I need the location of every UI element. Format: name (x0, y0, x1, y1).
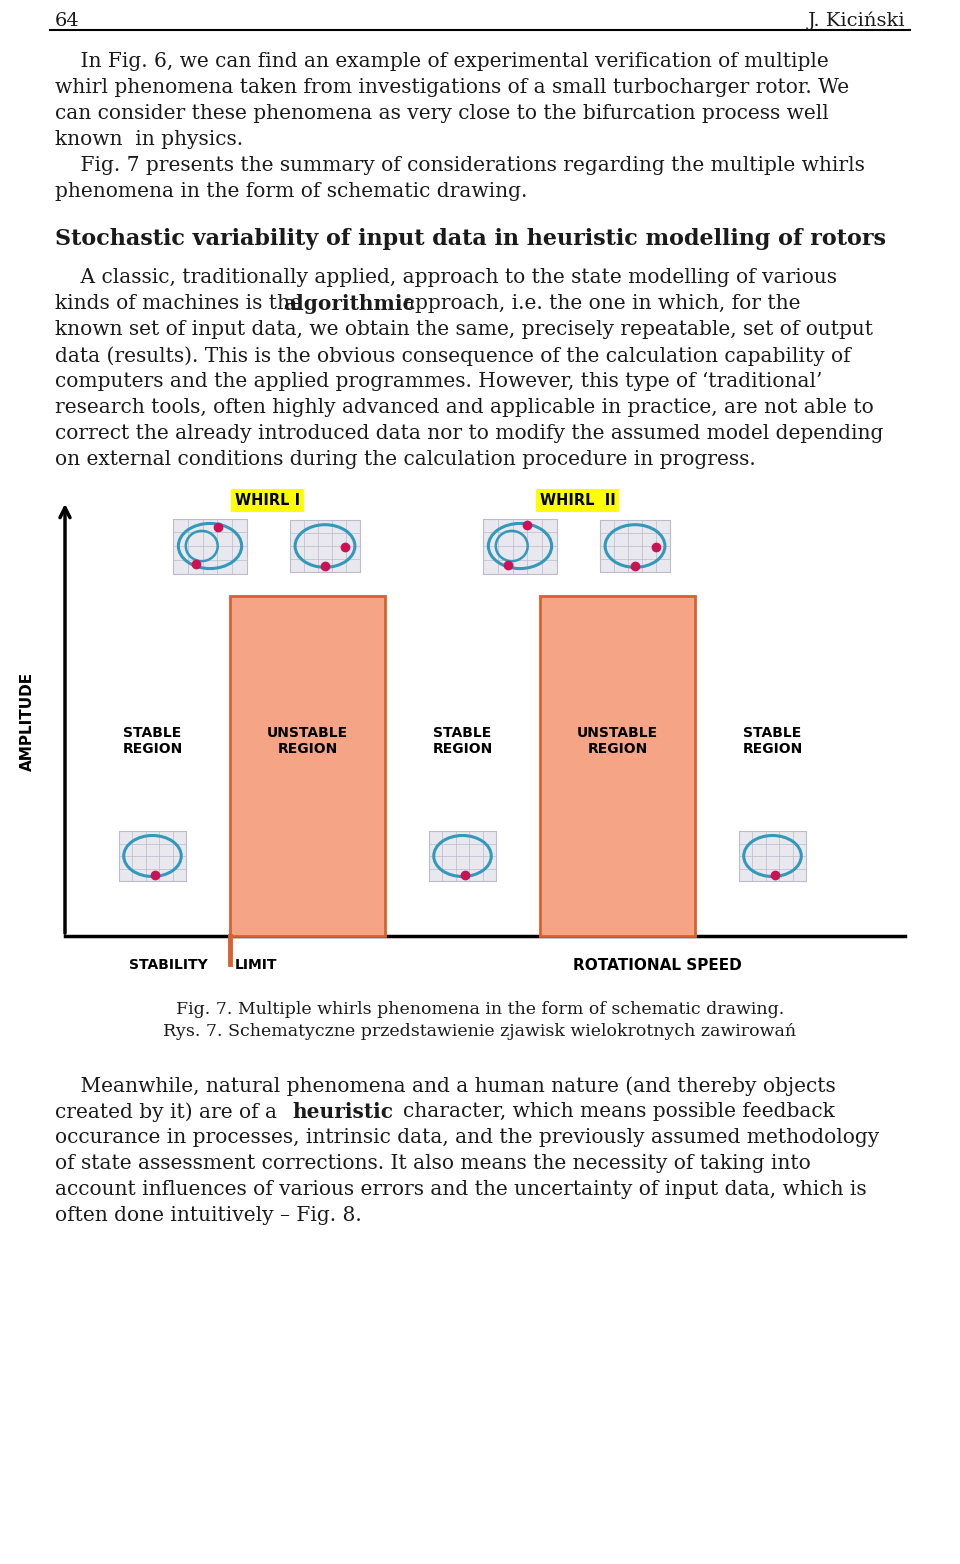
Text: Fig. 7. Multiple whirls phenomena in the form of schematic drawing.: Fig. 7. Multiple whirls phenomena in the… (176, 1001, 784, 1018)
Text: Rys. 7. Schematyczne przedstawienie zjawisk wielokrotnych zawirowań: Rys. 7. Schematyczne przedstawienie zjaw… (163, 1023, 797, 1040)
Text: of state assessment corrections. It also means the necessity of taking into: of state assessment corrections. It also… (55, 1154, 811, 1173)
Text: Fig. 7 presents the summary of considerations regarding the multiple whirls: Fig. 7 presents the summary of considera… (55, 156, 865, 175)
Text: often done intuitively – Fig. 8.: often done intuitively – Fig. 8. (55, 1206, 362, 1225)
Text: can consider these phenomena as very close to the bifurcation process well: can consider these phenomena as very clo… (55, 103, 828, 124)
Text: LIMIT: LIMIT (235, 959, 277, 971)
Text: WHIRL I: WHIRL I (235, 493, 300, 508)
Text: STABLE
REGION: STABLE REGION (432, 726, 492, 757)
Text: character, which means possible feedback: character, which means possible feedback (403, 1103, 835, 1121)
Text: known  in physics.: known in physics. (55, 130, 243, 149)
Text: AMPLITUDE: AMPLITUDE (19, 671, 35, 771)
Text: WHIRL  II: WHIRL II (540, 493, 615, 508)
Text: approach, i.e. the one in which, for the: approach, i.e. the one in which, for the (403, 294, 801, 313)
Text: correct the already introduced data nor to modify the assumed model depending: correct the already introduced data nor … (55, 424, 883, 443)
Text: algorithmic: algorithmic (283, 294, 415, 314)
Text: research tools, often highly advanced and applicable in practice, are not able t: research tools, often highly advanced an… (55, 397, 874, 418)
Text: known set of input data, we obtain the same, precisely repeatable, set of output: known set of input data, we obtain the s… (55, 321, 873, 339)
Text: created by it) are of a: created by it) are of a (55, 1103, 283, 1121)
Text: occurance in processes, intrinsic data, and the previously assumed methodology: occurance in processes, intrinsic data, … (55, 1128, 879, 1146)
Text: Stochastic variability of input data in heuristic modelling of rotors: Stochastic variability of input data in … (55, 228, 886, 250)
Bar (119, 830, 186, 881)
Text: UNSTABLE
REGION: UNSTABLE REGION (267, 726, 348, 757)
Text: kinds of machines is the: kinds of machines is the (55, 294, 308, 313)
Text: data (results). This is the obvious consequence of the calculation capability of: data (results). This is the obvious cons… (55, 346, 851, 366)
Text: A classic, traditionally applied, approach to the state modelling of various: A classic, traditionally applied, approa… (55, 267, 837, 288)
Bar (540, 596, 695, 935)
Bar (173, 519, 247, 574)
Text: ROTATIONAL SPEED: ROTATIONAL SPEED (573, 959, 742, 973)
Text: whirl phenomena taken from investigations of a small turbocharger rotor. We: whirl phenomena taken from investigation… (55, 78, 850, 97)
Text: STABLE
REGION: STABLE REGION (742, 726, 803, 757)
Text: STABLE
REGION: STABLE REGION (122, 726, 182, 757)
Bar (429, 830, 496, 881)
Text: on external conditions during the calculation procedure in progress.: on external conditions during the calcul… (55, 450, 756, 469)
Bar (230, 596, 385, 935)
Bar (290, 519, 360, 572)
Text: 64: 64 (55, 13, 80, 30)
Text: phenomena in the form of schematic drawing.: phenomena in the form of schematic drawi… (55, 181, 527, 202)
Text: account influences of various errors and the uncertainty of input data, which is: account influences of various errors and… (55, 1179, 867, 1200)
Text: STABILITY: STABILITY (130, 959, 208, 971)
Bar (600, 519, 670, 572)
Text: computers and the applied programmes. However, this type of ‘traditional’: computers and the applied programmes. Ho… (55, 372, 823, 391)
Text: UNSTABLE
REGION: UNSTABLE REGION (577, 726, 658, 757)
Text: In Fig. 6, we can find an example of experimental verification of multiple: In Fig. 6, we can find an example of exp… (55, 52, 828, 70)
Text: J. Kiciński: J. Kiciński (807, 13, 905, 31)
Text: heuristic: heuristic (292, 1103, 393, 1121)
Bar (483, 519, 557, 574)
Text: Meanwhile, natural phenomena and a human nature (and thereby objects: Meanwhile, natural phenomena and a human… (55, 1076, 836, 1096)
Bar (739, 830, 806, 881)
